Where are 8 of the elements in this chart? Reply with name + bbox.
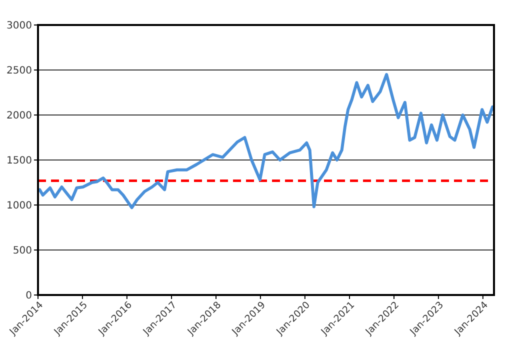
y-tick-label: 1000 [6, 200, 32, 212]
y-tick-label: 0 [26, 290, 32, 302]
y-tick-label: 2500 [6, 66, 32, 76]
y-tick-label: 2000 [6, 110, 32, 122]
line-series [38, 73, 494, 210]
y-tick-label: 1500 [6, 156, 32, 166]
y-tick-label: 500 [12, 246, 32, 256]
y-tick-label: 3000 [6, 20, 32, 32]
